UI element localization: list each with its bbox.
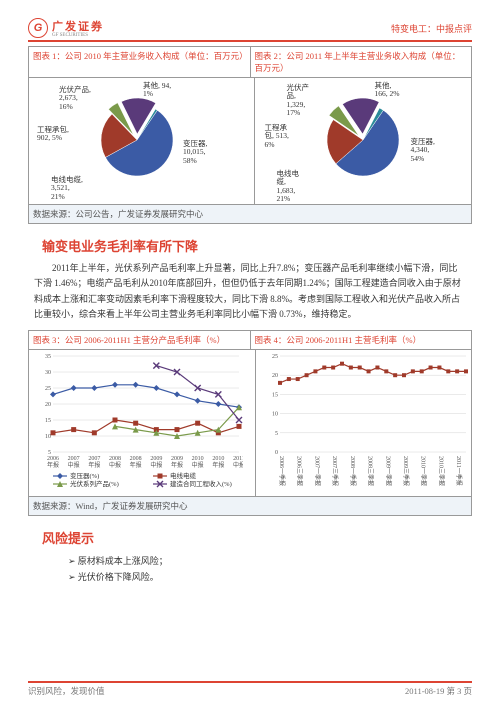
pie-label: 变压器,10,015,58% xyxy=(183,140,207,165)
chart3-cell: 51015202530352006年报2007中报2007年报2008中报200… xyxy=(29,350,247,496)
svg-text:中报: 中报 xyxy=(233,461,243,469)
chart12-source: 数据来源：公司公告，广发证券发展研究中心 xyxy=(28,205,472,224)
svg-text:2010一季报: 2010一季报 xyxy=(420,456,428,486)
line-chart-4: 0 5 10 15 20 25 2006一季报 2006三季报 2007一季报 2007三季报 20… xyxy=(260,352,470,492)
section1-heading: 输变电业务毛利率有所下降 xyxy=(42,236,472,255)
svg-text:光伏系列产品(%): 光伏系列产品(%) xyxy=(70,479,119,488)
svg-text:2011一季报: 2011一季报 xyxy=(455,456,463,486)
svg-text:0: 0 xyxy=(275,450,278,456)
pie-label: 电线电缆,3,521,21% xyxy=(51,176,83,201)
svg-text:电线电缆: 电线电缆 xyxy=(170,471,197,480)
svg-text:15: 15 xyxy=(45,418,51,424)
risk-list: 原材料成本上涨风险； 光伏价格下降风险。 xyxy=(68,553,472,585)
chart4-cell: 0 5 10 15 20 25 2006一季报 2006三季报 2007一季报 2007三季报 20… xyxy=(255,350,474,496)
svg-text:2006三季报: 2006三季报 xyxy=(296,456,304,486)
svg-text:2010: 2010 xyxy=(212,456,224,462)
svg-text:2007: 2007 xyxy=(88,456,100,462)
svg-text:2009一季报: 2009一季报 xyxy=(384,456,392,486)
svg-text:2010三季报: 2010三季报 xyxy=(437,456,445,486)
svg-text:2008一季报: 2008一季报 xyxy=(349,456,357,486)
svg-text:年报: 年报 xyxy=(171,461,183,469)
pie-chart-1: 变压器,10,015,58% 电线电缆,3,521,21% 工程承包,902, 5%… xyxy=(33,80,242,200)
svg-text:10: 10 xyxy=(45,434,51,440)
chart2-title: 图表 2：公司 2011 年上半年主营业务收入构成（单位：百万元） xyxy=(250,47,472,77)
svg-text:35: 35 xyxy=(45,354,51,360)
svg-text:年报: 年报 xyxy=(88,461,100,469)
pie-label: 其他, 94,1% xyxy=(143,82,171,99)
logo: G 广发证券 GF SECURITIES xyxy=(28,18,104,38)
section2-heading: 风险提示 xyxy=(42,528,472,547)
section1-body: 2011年上半年，光伏系列产品毛利率上升显著，同比上升7.8%；变压器产品毛利率… xyxy=(28,261,472,322)
svg-text:15: 15 xyxy=(272,393,278,399)
footer-left: 识别风险，发现价值 xyxy=(28,685,105,697)
svg-text:2009三季报: 2009三季报 xyxy=(402,456,410,486)
svg-text:中报: 中报 xyxy=(150,461,162,469)
chart34-source: 数据来源：Wind，广发证券发展研究中心 xyxy=(28,497,472,516)
pie-label: 光伏产品,1,329,17% xyxy=(287,84,310,117)
svg-text:25: 25 xyxy=(272,354,278,360)
svg-text:30: 30 xyxy=(45,370,51,376)
svg-text:建造合同工程收入(%): 建造合同工程收入(%) xyxy=(170,479,232,488)
svg-text:2009: 2009 xyxy=(171,456,183,462)
svg-text:25: 25 xyxy=(45,386,51,392)
doc-type: 特变电工：中报点评 xyxy=(391,22,472,35)
chart1-cell: 变压器,10,015,58% 电线电缆,3,521,21% 工程承包,902, 5%… xyxy=(29,78,246,204)
svg-text:2008: 2008 xyxy=(130,456,142,462)
footer-right: 2011-08-19 第 3 页 xyxy=(405,685,472,697)
chart34-row: 51015202530352006年报2007中报2007年报2008中报200… xyxy=(28,350,472,497)
svg-text:20: 20 xyxy=(272,373,278,379)
svg-text:变压器(%): 变压器(%) xyxy=(70,471,99,480)
svg-text:2008: 2008 xyxy=(109,456,121,462)
svg-text:2006: 2006 xyxy=(47,456,59,462)
pie-label: 光伏产品,2,673,16% xyxy=(59,86,91,111)
chart1-title: 图表 1：公司 2010 年主营业务收入构成（单位：百万元） xyxy=(29,47,250,77)
chart34-title-row: 图表 3：公司 2006-2011H1 主营分产品毛利率（%） 图表 4：公司 … xyxy=(28,330,472,350)
svg-text:年报: 年报 xyxy=(130,461,142,469)
svg-text:10: 10 xyxy=(272,412,278,418)
svg-text:年报: 年报 xyxy=(212,461,224,469)
page-header: G 广发证券 GF SECURITIES 特变电工：中报点评 xyxy=(28,18,472,42)
page-footer: 识别风险，发现价值 2011-08-19 第 3 页 xyxy=(28,681,472,697)
pie-label: 其他,166, 2% xyxy=(375,82,400,99)
chart12-row: 变压器,10,015,58% 电线电缆,3,521,21% 工程承包,902, 5%… xyxy=(28,78,472,205)
pie-label: 电线电缆,1,683,21% xyxy=(277,170,300,203)
svg-text:5: 5 xyxy=(275,431,278,437)
chart2-cell: 变压器,4,340,54% 电线电缆,1,683,21% 工程承包, 513,6% 光… xyxy=(254,78,472,204)
svg-text:2007: 2007 xyxy=(68,456,80,462)
svg-text:2007一季报: 2007一季报 xyxy=(313,456,321,486)
chart4-title: 图表 4：公司 2006-2011H1 主营毛利率（%） xyxy=(250,331,472,349)
pie-label: 工程承包,902, 5% xyxy=(37,126,69,143)
chart3-title: 图表 3：公司 2006-2011H1 主营分产品毛利率（%） xyxy=(29,331,250,349)
logo-icon: G xyxy=(28,18,48,38)
chart12-title-row: 图表 1：公司 2010 年主营业务收入构成（单位：百万元） 图表 2：公司 2… xyxy=(28,46,472,78)
svg-text:2008三季报: 2008三季报 xyxy=(367,456,375,486)
risk-item: 光伏价格下降风险。 xyxy=(68,572,159,582)
svg-text:2010: 2010 xyxy=(192,456,204,462)
svg-text:中报: 中报 xyxy=(109,461,121,469)
svg-text:年报: 年报 xyxy=(47,461,59,469)
svg-text:2006一季报: 2006一季报 xyxy=(278,456,286,486)
svg-text:20: 20 xyxy=(45,402,51,408)
page: G 广发证券 GF SECURITIES 特变电工：中报点评 图表 1：公司 2… xyxy=(0,0,500,707)
pie-chart-2: 变压器,4,340,54% 电线电缆,1,683,21% 工程承包, 513,6% 光… xyxy=(259,80,468,200)
pie-label: 变压器,4,340,54% xyxy=(411,138,435,163)
logo-text: 广发证券 xyxy=(52,18,104,34)
svg-text:2009: 2009 xyxy=(150,456,162,462)
svg-text:中报: 中报 xyxy=(192,461,204,469)
pie-label: 工程承包, 513,6% xyxy=(265,124,289,149)
line-chart-3: 51015202530352006年报2007中报2007年报2008中报200… xyxy=(33,352,243,492)
svg-text:中报: 中报 xyxy=(68,461,80,469)
svg-text:2011: 2011 xyxy=(233,456,243,462)
risk-item: 原材料成本上涨风险； xyxy=(68,556,168,566)
svg-text:2007三季报: 2007三季报 xyxy=(331,456,339,486)
